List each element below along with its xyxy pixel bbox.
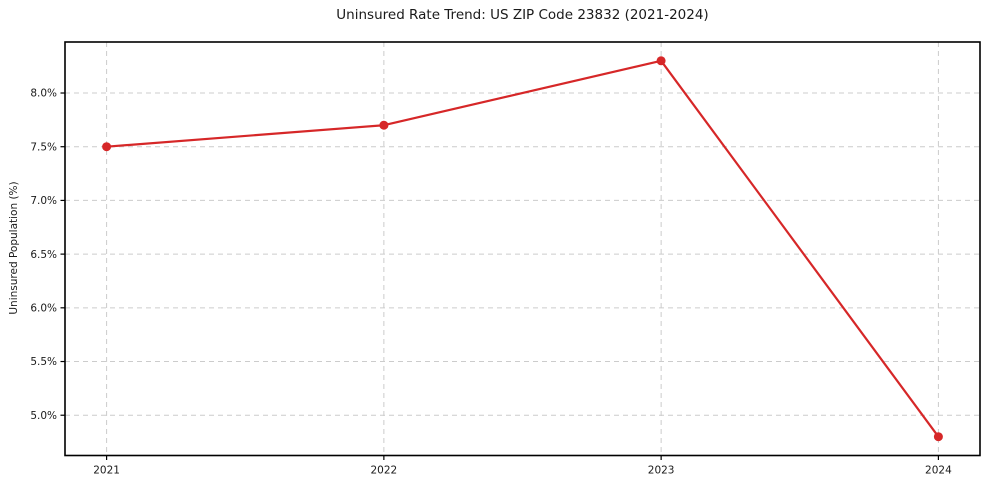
- x-tick-label: 2024: [925, 465, 952, 477]
- trend-line: [105, 59, 940, 438]
- x-tick-label: 2021: [93, 465, 120, 477]
- y-tick-label: 7.0%: [30, 195, 57, 207]
- chart-title: Uninsured Rate Trend: US ZIP Code 23832 …: [336, 7, 709, 23]
- y-tick-label: 5.5%: [30, 356, 57, 368]
- x-tick-label: 2023: [648, 465, 675, 477]
- plot-border: [64, 41, 981, 457]
- data-point-2024: [933, 432, 943, 442]
- y-tick-label: 6.0%: [30, 303, 57, 315]
- y-tick-label: 6.5%: [30, 249, 57, 261]
- y-tick-label: 7.5%: [30, 141, 57, 153]
- y-tick-label: 8.0%: [30, 88, 57, 100]
- data-point-2021: [102, 142, 112, 152]
- data-point-2022: [379, 120, 389, 130]
- x-tick-label: 2022: [370, 465, 397, 477]
- y-tick-label: 5.0%: [30, 410, 57, 422]
- data-point-2023: [656, 56, 666, 66]
